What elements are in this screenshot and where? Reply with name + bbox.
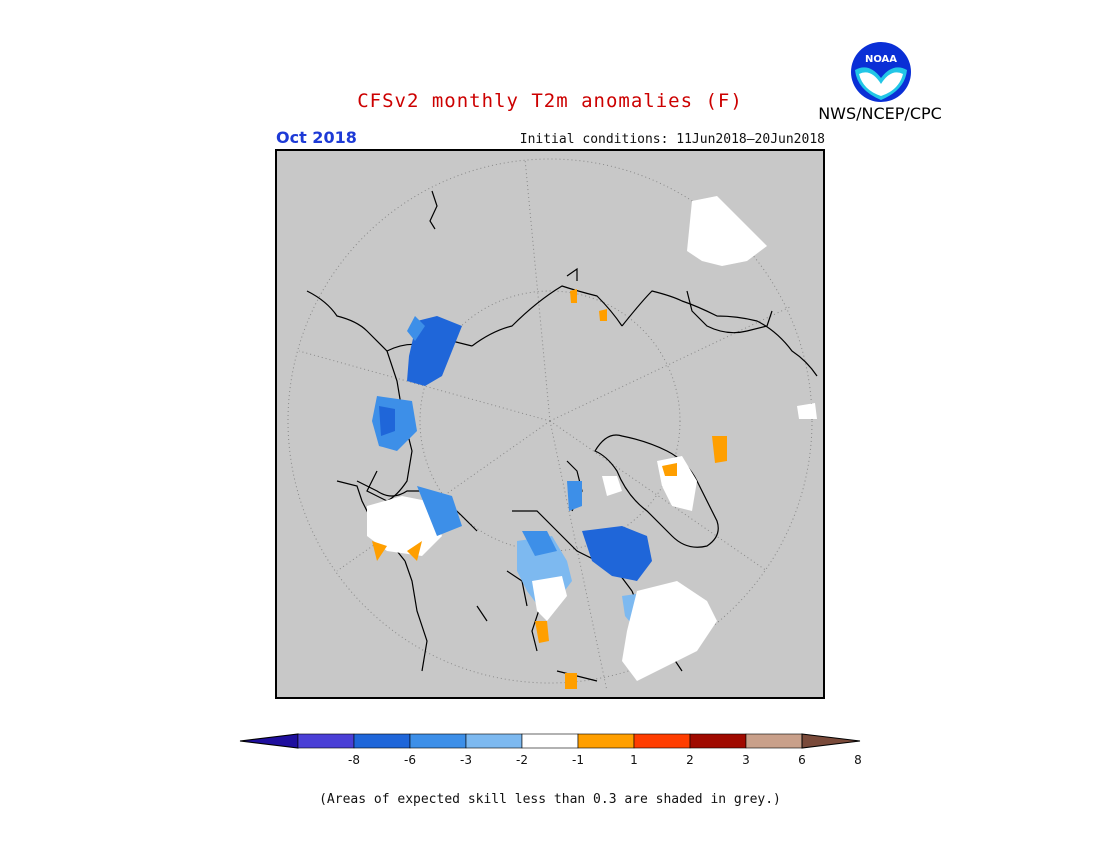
agency-label: NWS/NCEP/CPC	[818, 104, 942, 123]
color-scale-swatch	[297, 733, 355, 749]
initial-conditions-label: Initial conditions: 11Jun2018–20Jun2018	[519, 132, 825, 147]
color-scale-tick-label: -1	[572, 753, 584, 767]
color-scale-tick-label: 1	[630, 753, 638, 767]
color-scale-tick-label: 3	[742, 753, 750, 767]
color-scale-swatch	[465, 733, 523, 749]
color-scale-swatch	[409, 733, 467, 749]
color-scale-swatch	[521, 733, 579, 749]
anomaly-shading	[367, 196, 817, 689]
skill-footnote: (Areas of expected skill less than 0.3 a…	[319, 792, 781, 807]
color-scale-tick-label: 6	[798, 753, 806, 767]
color-scale-tick-label: -6	[404, 753, 416, 767]
color-scale-swatches	[239, 733, 861, 749]
color-scale-tick-labels: -8 -6 -3 -2 -1 1 2 3 6 8	[348, 753, 862, 767]
color-scale-swatch	[745, 733, 803, 749]
color-scale-tick-label: -3	[460, 753, 472, 767]
valid-month-label: Oct 2018	[276, 128, 357, 147]
color-scale-swatch	[633, 733, 691, 749]
noaa-logo-icon: NOAA	[851, 42, 911, 102]
color-scale-swatch	[577, 733, 635, 749]
map-title: CFSv2 monthly T2m anomalies (F)	[357, 90, 743, 112]
color-scale-tick-label: 2	[686, 753, 694, 767]
polar-map	[275, 149, 825, 699]
polar-map-canvas	[287, 158, 818, 692]
color-scale-tick-label: -2	[516, 753, 528, 767]
color-scale-tick-label: -8	[348, 753, 360, 767]
color-scale-swatch	[239, 733, 299, 749]
color-scale-swatch	[689, 733, 747, 749]
color-scale-swatch	[353, 733, 411, 749]
color-scale-swatch	[801, 733, 861, 749]
noaa-logo-text: NOAA	[865, 54, 897, 65]
color-scale-bar: -8 -6 -3 -2 -1 1 2 3 6 8	[239, 733, 862, 767]
color-scale-tick-label: 8	[854, 753, 862, 767]
